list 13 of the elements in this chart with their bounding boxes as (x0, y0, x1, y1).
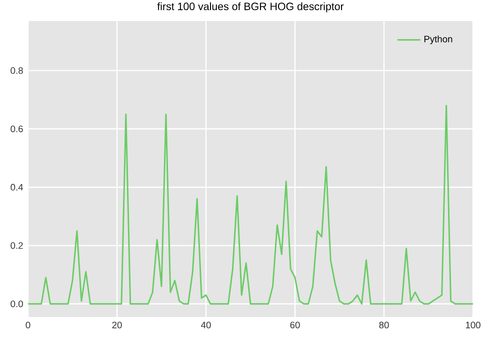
y-tick-label: 0.8 (10, 67, 23, 74)
x-tick-label: 20 (112, 322, 122, 328)
chart-title: first 100 values of BGR HOG descriptor (157, 2, 344, 12)
y-tick-label: 0.6 (10, 126, 23, 132)
y-tick-label: 0.4 (10, 184, 24, 191)
x-tick-label: 80 (379, 322, 389, 328)
legend-label: Python (424, 35, 452, 44)
x-tick-label: 0 (26, 322, 30, 328)
x-tick-label: 100 (466, 322, 480, 328)
x-tick-label: 60 (290, 322, 300, 328)
y-tick-label: 0.0 (10, 300, 23, 308)
y-tick-label: 0.2 (10, 242, 23, 249)
x-tick-label: 40 (201, 322, 211, 328)
